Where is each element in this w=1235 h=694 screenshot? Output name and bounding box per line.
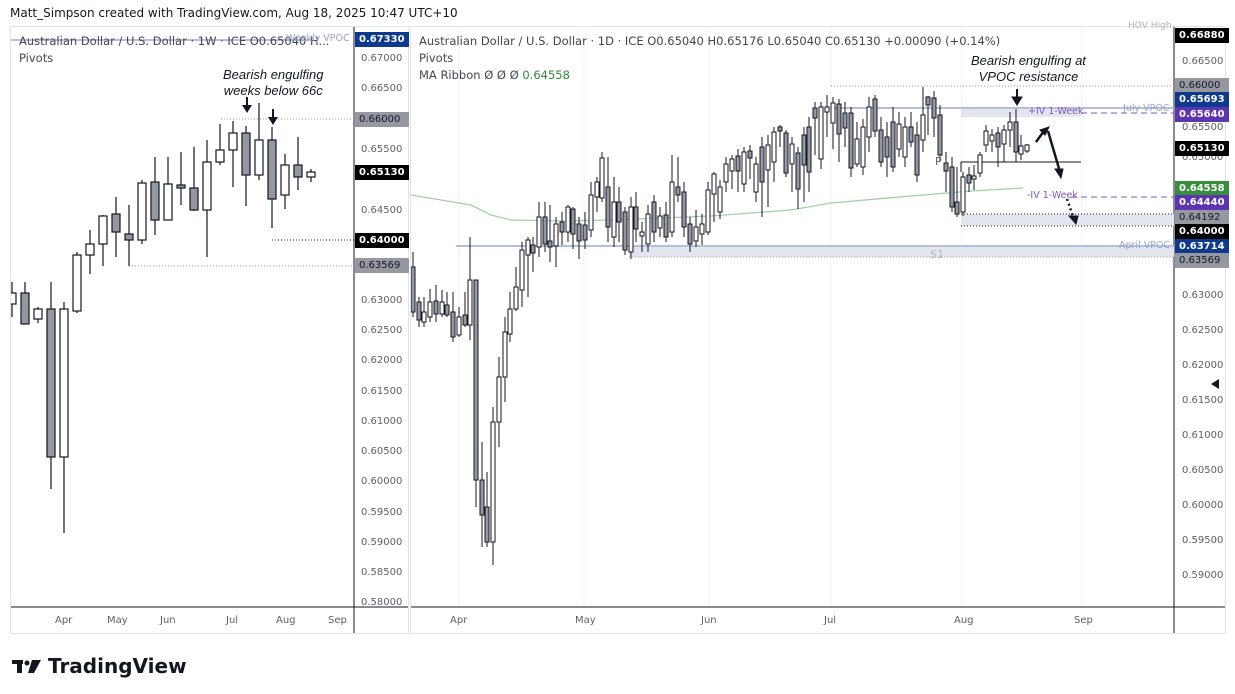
y-tick: 0.58500 bbox=[361, 567, 403, 578]
pivot-p-label: P bbox=[935, 155, 942, 168]
daily-pivots-legend[interactable]: Pivots bbox=[419, 51, 454, 65]
tradingview-brand[interactable]: TradingView bbox=[12, 654, 187, 678]
price-tag-july-vpoc: 0.65693 bbox=[1175, 92, 1229, 107]
y-tick: 0.61500 bbox=[361, 386, 403, 397]
y-tick: 0.64500 bbox=[361, 205, 403, 216]
y-tick: 0.63000 bbox=[361, 295, 403, 306]
x-tick: May bbox=[107, 615, 128, 626]
ma-ribbon-legend-value: 0.64558 bbox=[522, 68, 570, 82]
hov-high-label: HOV High bbox=[1128, 21, 1172, 31]
daily-chart-canvas[interactable] bbox=[411, 27, 1225, 633]
plus-iv-label: +IV 1-Week bbox=[1028, 106, 1084, 117]
price-tag-ma-ribbon: 0.64558 bbox=[1175, 181, 1229, 196]
ma-ribbon-legend[interactable]: MA Ribbon Ø Ø Ø 0.64558 bbox=[419, 67, 1000, 84]
x-tick: Aug bbox=[276, 615, 296, 626]
y-tick: 0.61000 bbox=[1182, 430, 1224, 441]
y-tick: 0.60000 bbox=[1182, 500, 1224, 511]
y-tick: 0.65500 bbox=[361, 144, 403, 155]
x-tick: Sep bbox=[328, 615, 347, 626]
y-tick: 0.61000 bbox=[361, 416, 403, 427]
annotation-arrows bbox=[1011, 89, 1079, 226]
chart-credit: Matt_Simpson created with TradingView.co… bbox=[10, 6, 458, 20]
y-tick: 0.62000 bbox=[361, 355, 403, 366]
y-tick: 0.67000 bbox=[361, 53, 403, 64]
minus-iv-label: -IV 1-Week bbox=[1027, 190, 1078, 201]
weekly-symbol-legend[interactable]: Australian Dollar / U.S. Dollar · 1W · I… bbox=[19, 34, 330, 48]
april-vpoc-label: April VPOC bbox=[1119, 240, 1171, 251]
y-tick: 0.58000 bbox=[361, 597, 403, 608]
tradingview-logo-icon bbox=[12, 660, 41, 673]
tradingview-wordmark: TradingView bbox=[48, 654, 187, 678]
weekly-chart-pane[interactable]: Australian Dollar / U.S. Dollar · 1W · I… bbox=[10, 26, 409, 634]
price-tag-april-vpoc: 0.63714 bbox=[1175, 239, 1229, 254]
price-tag-0.66: 0.66000 bbox=[1175, 78, 1229, 93]
price-tag-0.64192: 0.64192 bbox=[1175, 210, 1229, 225]
daily-annotation-line1: Bearish engulfing at bbox=[971, 53, 1086, 68]
marker-arrow-icon bbox=[1211, 379, 1219, 389]
y-tick: 0.59000 bbox=[1182, 570, 1224, 581]
x-tick: Aug bbox=[954, 615, 974, 626]
y-tick: 0.60000 bbox=[361, 476, 403, 487]
y-tick: 0.60500 bbox=[361, 446, 403, 457]
daily-annotation: Bearish engulfing at VPOC resistance bbox=[971, 53, 1086, 85]
price-tag-0.64: 0.64000 bbox=[355, 233, 409, 248]
x-tick: Jun bbox=[701, 615, 717, 626]
price-tag-last: 0.65130 bbox=[1175, 141, 1229, 156]
x-tick: Jul bbox=[226, 615, 239, 626]
x-tick: Apr bbox=[450, 615, 468, 626]
daily-chart-pane[interactable]: Australian Dollar / U.S. Dollar · 1D · I… bbox=[410, 21, 1229, 634]
price-tag-0.63569: 0.63569 bbox=[355, 258, 409, 273]
y-tick: 0.62500 bbox=[361, 325, 403, 336]
daily-symbol-legend[interactable]: Australian Dollar / U.S. Dollar · 1D · I… bbox=[419, 34, 1001, 48]
price-tag-plus-iv: 0.65640 bbox=[1175, 107, 1229, 122]
price-tag-minus-iv: 0.64440 bbox=[1175, 195, 1229, 210]
weekly-annotation-line1: Bearish engulfing bbox=[223, 67, 324, 82]
ma-ribbon-legend-label: MA Ribbon Ø Ø Ø bbox=[419, 68, 519, 82]
y-tick: 0.59000 bbox=[361, 537, 403, 548]
price-tag-0.64: 0.64000 bbox=[1175, 224, 1229, 239]
x-tick: Jun bbox=[160, 615, 176, 626]
price-tag-last: 0.65130 bbox=[355, 165, 409, 180]
y-tick: 0.62500 bbox=[1182, 325, 1224, 336]
price-tag-weekly-vpoc: 0.67330 bbox=[355, 32, 409, 47]
y-tick: 0.59500 bbox=[1182, 535, 1224, 546]
y-tick: 0.65500 bbox=[1182, 122, 1224, 133]
y-tick: 0.60500 bbox=[1182, 465, 1224, 476]
price-tag-hov-high: 0.66880 bbox=[1175, 28, 1229, 43]
weekly-pivots-legend[interactable]: Pivots bbox=[19, 51, 54, 65]
weekly-candles bbox=[11, 103, 316, 533]
x-tick: Jul bbox=[824, 615, 837, 626]
annotation-arrows bbox=[242, 97, 278, 125]
y-tick: 0.66500 bbox=[361, 83, 403, 94]
y-tick: 0.62000 bbox=[1182, 360, 1224, 371]
weekly-chart-canvas[interactable] bbox=[11, 27, 408, 633]
weekly-vpoc-label: Weekly VPOC bbox=[286, 33, 350, 44]
july-vpoc-label: July VPOC bbox=[1123, 103, 1170, 114]
y-tick: 0.61500 bbox=[1182, 395, 1224, 406]
x-tick: Sep bbox=[1074, 615, 1093, 626]
weekly-annotation-line2: weeks below 66c bbox=[223, 83, 323, 98]
weekly-annotation: Bearish engulfing weeks below 66c bbox=[223, 67, 323, 99]
y-tick: 0.59500 bbox=[361, 507, 403, 518]
y-tick: 0.63000 bbox=[1182, 290, 1224, 301]
daily-annotation-line2: VPOC resistance bbox=[978, 69, 1079, 84]
y-tick: 0.65000 bbox=[1182, 152, 1224, 163]
x-tick: Apr bbox=[55, 615, 73, 626]
price-tag-0.66: 0.66000 bbox=[355, 112, 409, 127]
price-tag-0.63569: 0.63569 bbox=[1175, 253, 1229, 268]
pivot-s1-label: S1 bbox=[930, 248, 944, 261]
x-tick: May bbox=[575, 615, 596, 626]
daily-candles bbox=[411, 87, 1030, 565]
ma-ribbon-line bbox=[411, 187, 1024, 222]
y-tick: 0.66500 bbox=[1182, 56, 1224, 67]
